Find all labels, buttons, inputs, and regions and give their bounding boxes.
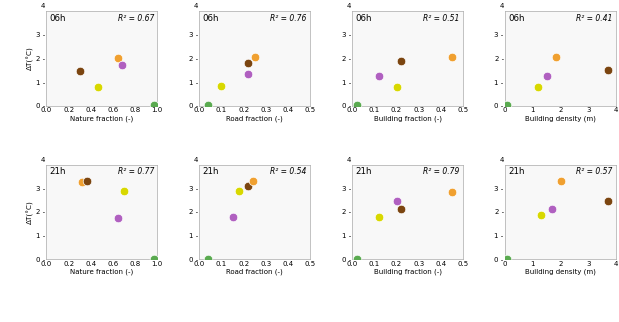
- Point: [82, 178, 92, 183]
- Text: R² = 0.67: R² = 0.67: [118, 14, 154, 23]
- Point: [447, 55, 457, 60]
- Text: 06h: 06h: [508, 14, 525, 23]
- Text: 4: 4: [500, 3, 504, 9]
- Text: 4: 4: [194, 3, 198, 9]
- Point: [392, 84, 402, 89]
- Text: 4: 4: [347, 157, 351, 163]
- X-axis label: Building fraction (-): Building fraction (-): [374, 115, 441, 122]
- Point: [547, 206, 557, 212]
- Point: [93, 84, 103, 89]
- Text: R² = 0.76: R² = 0.76: [271, 14, 307, 23]
- Point: [243, 61, 253, 66]
- Y-axis label: ΔT(°C): ΔT(°C): [27, 47, 35, 71]
- X-axis label: Road fraction (-): Road fraction (-): [227, 269, 283, 275]
- Text: 21h: 21h: [202, 167, 219, 176]
- Point: [352, 103, 361, 108]
- Text: 4: 4: [41, 3, 45, 9]
- Point: [203, 103, 213, 108]
- Point: [396, 58, 406, 63]
- Point: [603, 198, 613, 203]
- Text: R² = 0.79: R² = 0.79: [423, 167, 460, 176]
- Text: 4: 4: [500, 157, 504, 163]
- Point: [534, 84, 543, 89]
- Point: [248, 178, 258, 183]
- Y-axis label: ΔT(°C): ΔT(°C): [27, 200, 35, 224]
- Text: 06h: 06h: [355, 14, 372, 23]
- Point: [374, 74, 384, 79]
- Text: 06h: 06h: [50, 14, 66, 23]
- Text: 4: 4: [41, 157, 45, 163]
- X-axis label: Building density (m): Building density (m): [525, 115, 596, 122]
- Text: 06h: 06h: [202, 14, 219, 23]
- X-axis label: Nature fraction (-): Nature fraction (-): [70, 115, 134, 122]
- Point: [249, 55, 259, 60]
- Point: [352, 256, 361, 261]
- Point: [149, 103, 159, 108]
- Point: [243, 184, 253, 189]
- X-axis label: Building fraction (-): Building fraction (-): [374, 269, 441, 275]
- Point: [228, 214, 238, 220]
- Text: 4: 4: [194, 157, 198, 163]
- Point: [503, 256, 513, 261]
- Point: [503, 103, 513, 108]
- Point: [447, 190, 457, 195]
- Point: [536, 213, 546, 218]
- X-axis label: Road fraction (-): Road fraction (-): [227, 115, 283, 122]
- Text: R² = 0.51: R² = 0.51: [423, 14, 460, 23]
- Point: [113, 55, 123, 61]
- X-axis label: Nature fraction (-): Nature fraction (-): [70, 269, 134, 275]
- Point: [603, 68, 613, 73]
- Point: [552, 55, 561, 60]
- Point: [203, 256, 213, 261]
- Point: [542, 74, 552, 79]
- Point: [149, 256, 159, 261]
- Point: [119, 188, 129, 193]
- Point: [75, 68, 85, 73]
- Point: [374, 214, 384, 219]
- Text: R² = 0.57: R² = 0.57: [576, 167, 613, 176]
- Text: 4: 4: [347, 3, 351, 9]
- Text: 21h: 21h: [355, 167, 372, 176]
- X-axis label: Building density (m): Building density (m): [525, 269, 596, 275]
- Point: [113, 215, 123, 220]
- Point: [217, 83, 227, 88]
- Text: R² = 0.77: R² = 0.77: [118, 167, 154, 176]
- Point: [117, 62, 127, 67]
- Point: [392, 199, 402, 204]
- Text: 21h: 21h: [508, 167, 525, 176]
- Point: [234, 188, 244, 194]
- Point: [556, 178, 566, 183]
- Text: 21h: 21h: [50, 167, 66, 176]
- Point: [396, 206, 406, 212]
- Point: [243, 71, 253, 77]
- Text: R² = 0.41: R² = 0.41: [576, 14, 613, 23]
- Point: [77, 179, 87, 184]
- Text: R² = 0.54: R² = 0.54: [271, 167, 307, 176]
